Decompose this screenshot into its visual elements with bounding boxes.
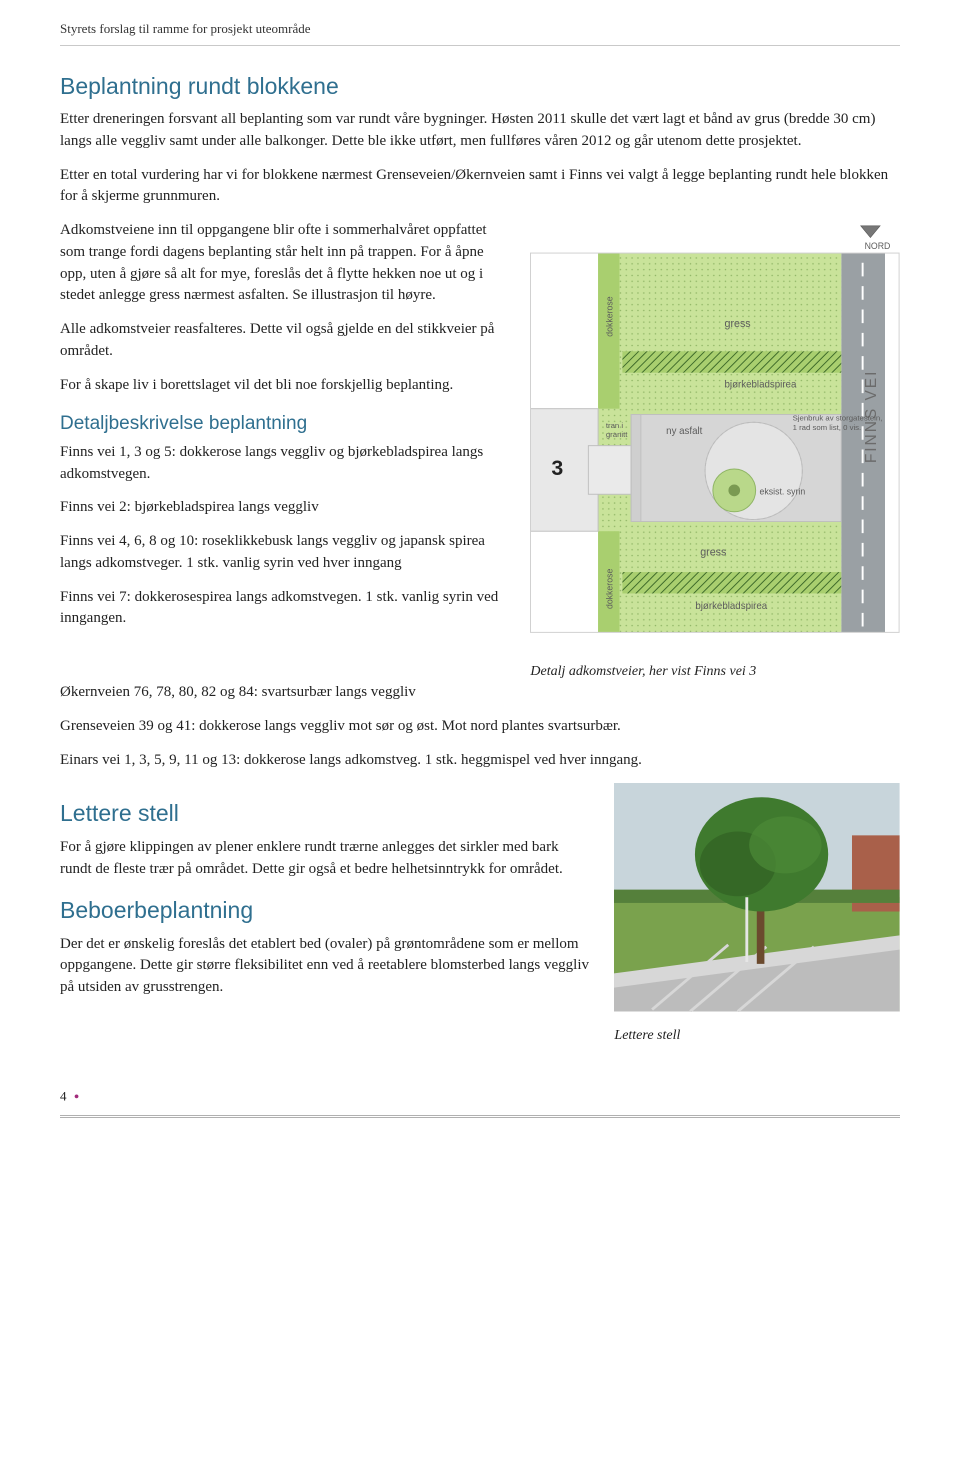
- footer-dot-icon: •: [70, 1089, 80, 1106]
- photo-caption: Lettere stell: [614, 1026, 900, 1046]
- map-label: gress: [725, 318, 751, 330]
- map-label: dokkerose: [605, 296, 615, 337]
- body-text: Finns vei 1, 3 og 5: dokkerose langs veg…: [60, 442, 506, 486]
- map-label: ny asfalt: [667, 426, 703, 437]
- plan-illustration: NORD FINNS VEI dokkerose dokkerose gress…: [530, 220, 900, 648]
- body-text: Finns vei 7: dokkerosespirea langs adkom…: [60, 587, 506, 631]
- house-number: 3: [552, 456, 564, 480]
- body-text: Alle adkomstveier reasfalteres. Dette vi…: [60, 319, 506, 363]
- heading-beboerbeplantning: Beboerbeplantning: [60, 894, 590, 927]
- body-text: Finns vei 4, 6, 8 og 10: roseklikkebusk …: [60, 531, 506, 575]
- heading-lettere-stell: Lettere stell: [60, 797, 590, 830]
- body-text: Adkomstveiene inn til oppgangene blir of…: [60, 220, 506, 307]
- body-text: For å gjøre klippingen av plener enklere…: [60, 837, 590, 881]
- heading-detalj: Detaljbeskrivelse beplantning: [60, 410, 506, 438]
- map-label: gress: [701, 547, 727, 559]
- heading-beplantning: Beplantning rundt blokkene: [60, 70, 900, 103]
- body-text: Grenseveien 39 og 41: dokkerose langs ve…: [60, 716, 900, 738]
- tree-photo: [614, 783, 900, 1011]
- body-text: Der det er ønskelig foreslås det etabler…: [60, 934, 590, 999]
- running-header: Styrets forslag til ramme for prosjekt u…: [60, 20, 900, 46]
- map-label: bjørkebladspirea: [696, 601, 768, 612]
- body-text: Økernveien 76, 78, 80, 82 og 84: svartsu…: [60, 682, 900, 704]
- body-text: For å skape liv i borettslaget vil det b…: [60, 375, 506, 397]
- nord-label: NORD: [865, 241, 891, 251]
- map-label: bjørkebladspirea: [725, 379, 797, 390]
- body-text: Etter dreneringen forsvant all beplantin…: [60, 109, 900, 153]
- map-label: eksist. syrin: [760, 486, 806, 496]
- page-footer: 4 •: [60, 1086, 900, 1118]
- figure-caption: Detalj adkomstveier, her vist Finns vei …: [530, 662, 900, 682]
- body-text: Finns vei 2: bjørkebladspirea langs vegg…: [60, 497, 506, 519]
- map-label: dokkerose: [605, 569, 615, 610]
- page-number: 4: [60, 1089, 67, 1104]
- body-text: Etter en total vurdering har vi for blok…: [60, 165, 900, 209]
- body-text: Einars vei 1, 3, 5, 9, 11 og 13: dokkero…: [60, 750, 900, 772]
